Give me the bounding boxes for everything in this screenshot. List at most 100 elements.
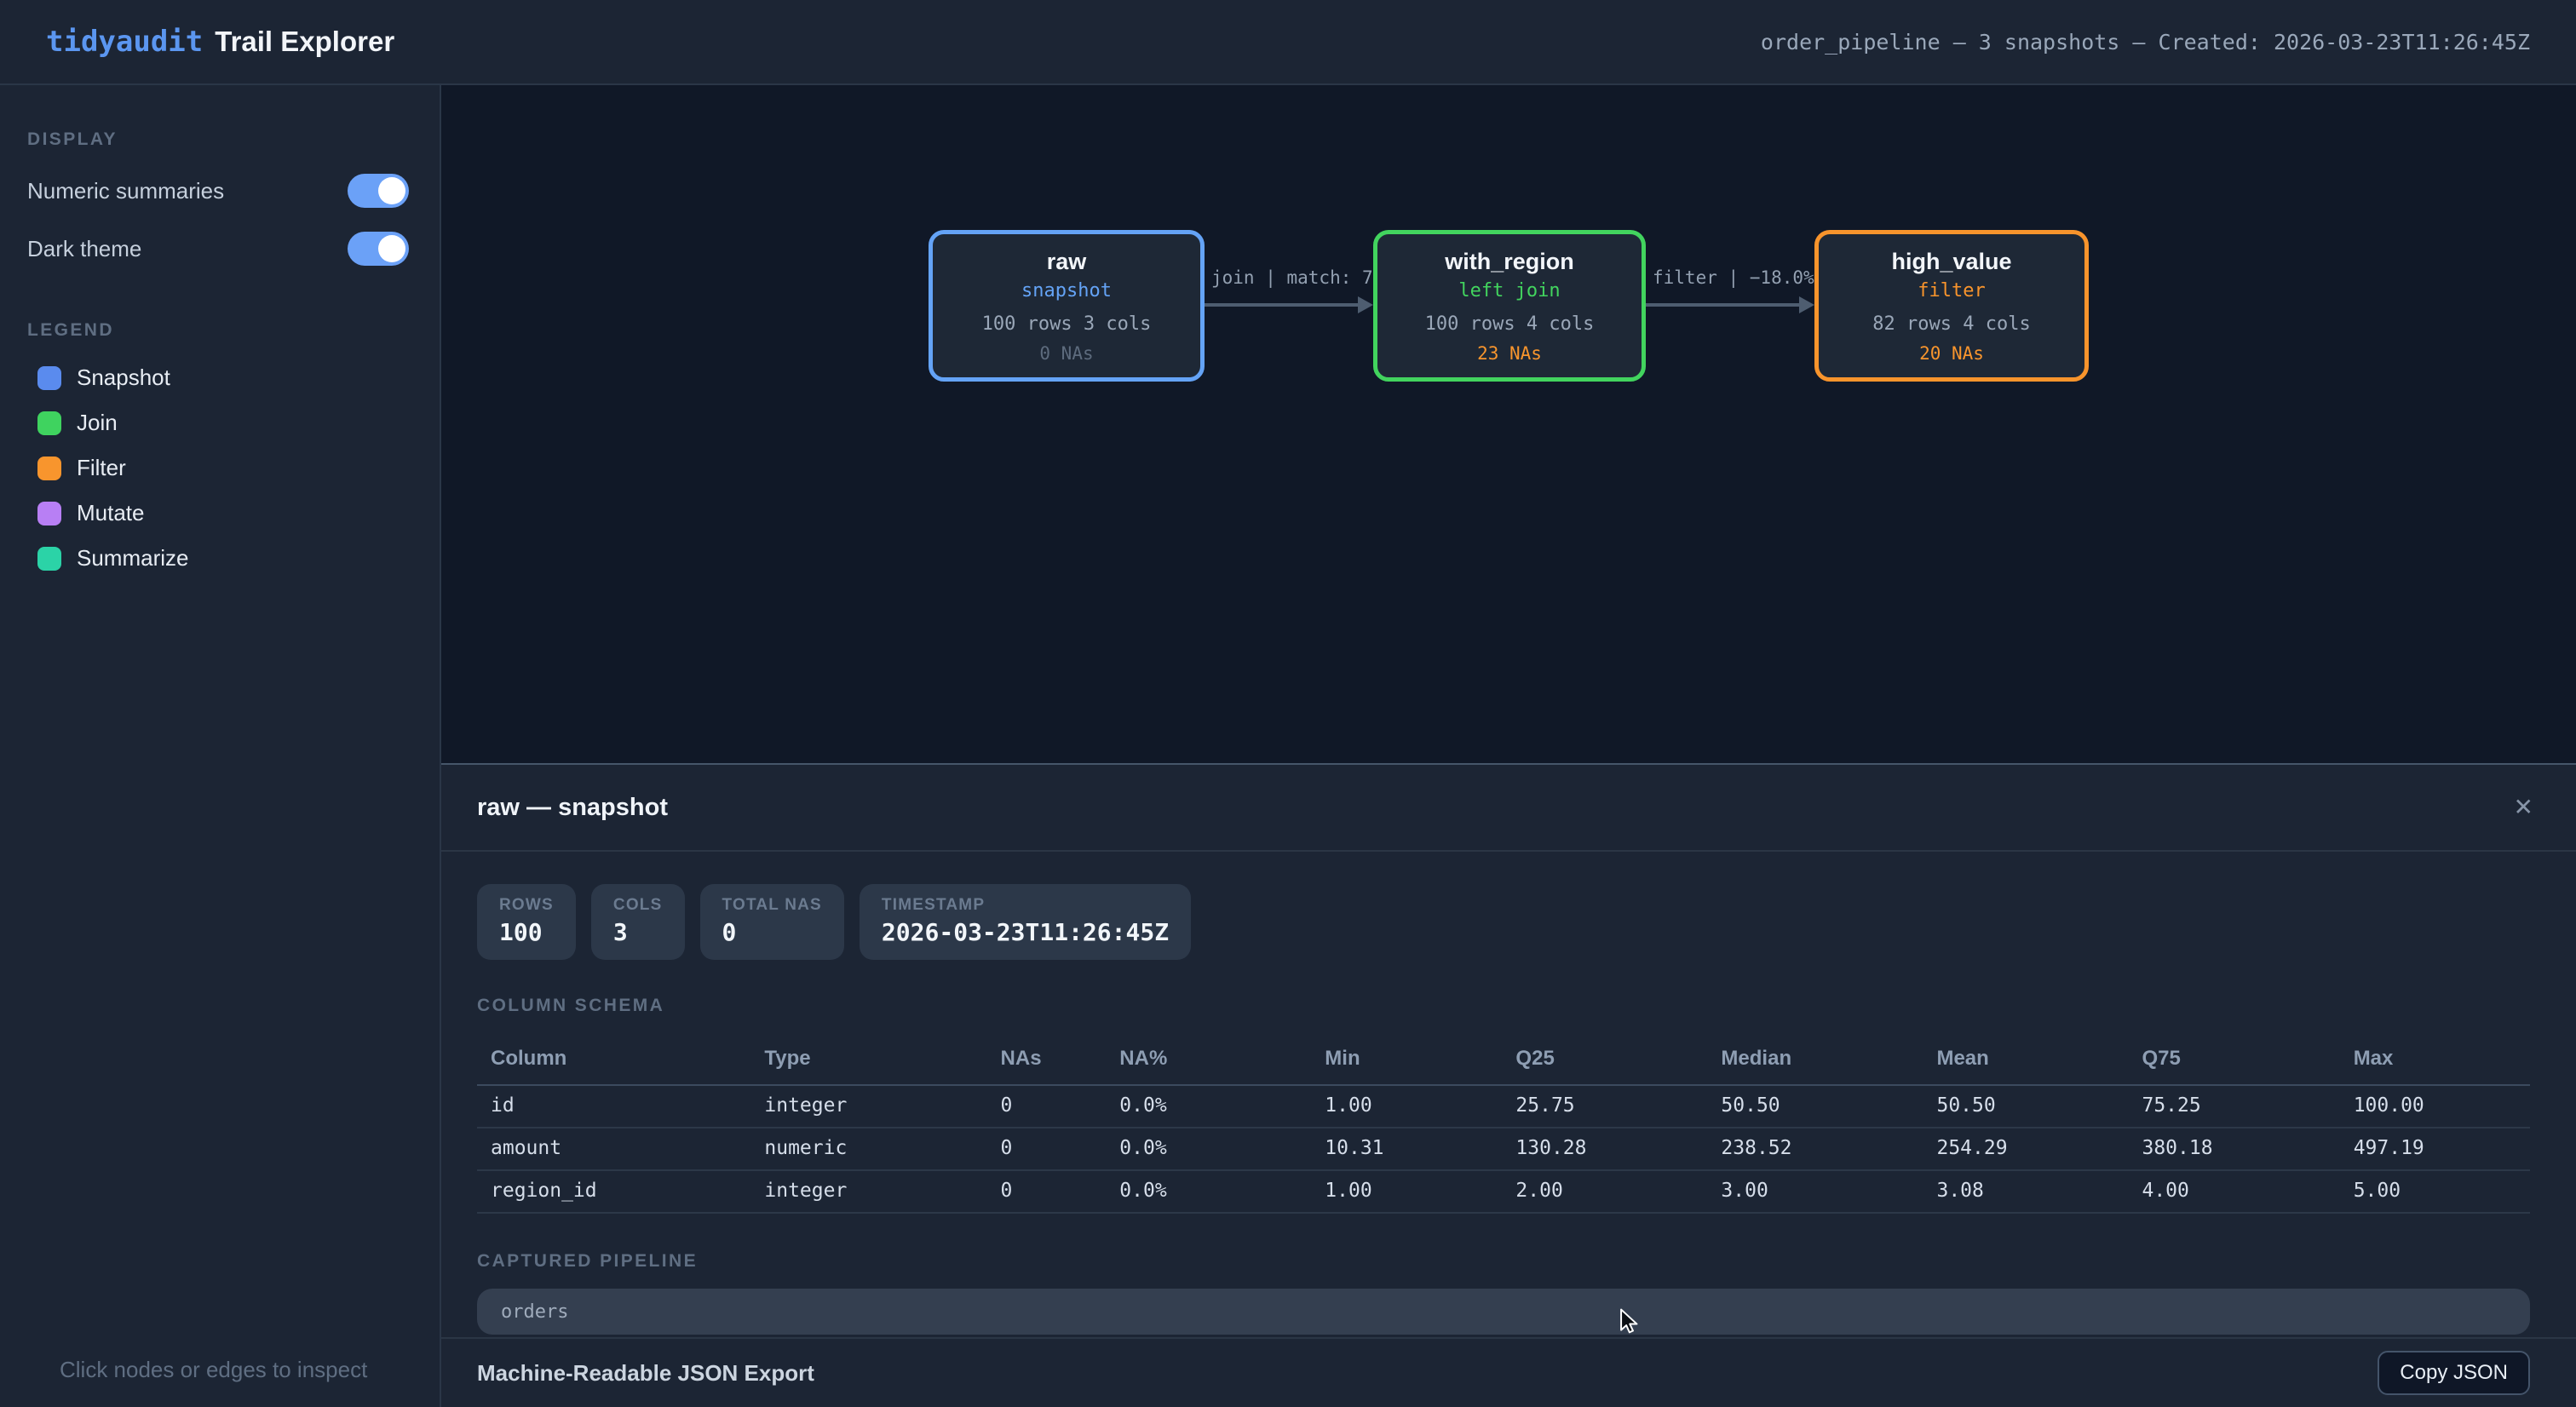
- node-na-count: 23 NAs: [1477, 342, 1542, 364]
- edge-join-line[interactable]: [1205, 303, 1358, 307]
- dark-theme-label: Dark theme: [27, 235, 142, 261]
- cell: 254.29: [1936, 1128, 2142, 1171]
- cell: 0: [1000, 1085, 1120, 1128]
- node-raw[interactable]: raw snapshot 100 rows 3 cols 0 NAs: [929, 230, 1205, 382]
- cell: 0.0%: [1119, 1085, 1325, 1128]
- node-na-count: 20 NAs: [1919, 342, 1984, 364]
- cell: 10.31: [1325, 1128, 1516, 1171]
- cell: id: [477, 1085, 765, 1128]
- cell: 5.00: [2353, 1170, 2530, 1214]
- legend-item-filter: Filter: [37, 455, 409, 481]
- display-section-title: DISPLAY: [27, 129, 118, 149]
- table-row: region_id integer 0 0.0% 1.00 2.00 3.00 …: [477, 1170, 2530, 1214]
- edge-label-filter[interactable]: filter | −18.0%: [1653, 267, 1814, 288]
- node-dims: 82 rows 4 cols: [1872, 313, 2031, 335]
- captured-pipeline-title: CAPTURED PIPELINE: [477, 1251, 698, 1271]
- col-header: Max: [2353, 1040, 2530, 1086]
- node-high-value[interactable]: high_value filter 82 rows 4 cols 20 NAs: [1814, 230, 2089, 382]
- cell: 0.0%: [1119, 1128, 1325, 1171]
- mutate-swatch-icon: [37, 501, 61, 525]
- cell: 50.50: [1936, 1085, 2142, 1128]
- col-header: Mean: [1936, 1040, 2142, 1086]
- numeric-summaries-toggle[interactable]: [348, 174, 409, 208]
- cell: 1.00: [1325, 1085, 1516, 1128]
- stat-chip-timestamp: TIMESTAMP 2026-03-23T11:26:45Z: [859, 884, 1192, 960]
- cell: amount: [477, 1128, 765, 1171]
- close-icon[interactable]: ✕: [2513, 794, 2533, 820]
- edge-label-join[interactable]: join | match: 7: [1211, 267, 1373, 288]
- cell: 0.0%: [1119, 1170, 1325, 1214]
- filter-swatch-icon: [37, 456, 61, 480]
- toggle-row-numeric-summaries: Numeric summaries: [27, 174, 409, 208]
- col-header: Column: [477, 1040, 765, 1086]
- edge-filter-line[interactable]: [1646, 303, 1799, 307]
- cell: 3.08: [1936, 1170, 2142, 1214]
- inspect-hint: Click nodes or edges to inspect: [60, 1357, 368, 1382]
- cell: 100.00: [2353, 1085, 2530, 1128]
- graph-canvas[interactable]: join | match: 7 filter | −18.0% raw snap…: [441, 85, 2576, 763]
- detail-panel-title: raw — snapshot: [477, 793, 668, 821]
- cell: integer: [764, 1085, 1001, 1128]
- chip-value: 2026-03-23T11:26:45Z: [881, 918, 1170, 946]
- cell: 4.00: [2142, 1170, 2354, 1214]
- cell: numeric: [764, 1128, 1001, 1171]
- chip-label: COLS: [612, 896, 663, 914]
- stat-chips: ROWS 100 COLS 3 TOTAL NAS 0 TIMESTAMP: [477, 884, 2530, 960]
- stat-chip-cols: COLS 3: [590, 884, 685, 960]
- cell: 497.19: [2353, 1128, 2530, 1171]
- app-title: Trail Explorer: [215, 26, 395, 57]
- cell: integer: [764, 1170, 1001, 1214]
- node-op-type: left join: [1458, 279, 1561, 302]
- cell: 25.75: [1515, 1085, 1722, 1128]
- copy-json-button[interactable]: Copy JSON: [2378, 1351, 2530, 1395]
- col-header: Q75: [2142, 1040, 2354, 1086]
- legend-item-join: Join: [37, 410, 409, 436]
- export-footer: Machine-Readable JSON Export Copy JSON: [441, 1337, 2576, 1407]
- app-header: tidyaudit Trail Explorer order_pipeline …: [0, 0, 2576, 85]
- toggle-row-dark-theme: Dark theme: [27, 232, 409, 266]
- col-header: NAs: [1000, 1040, 1120, 1086]
- chip-value: 0: [722, 918, 737, 946]
- legend-item-summarize: Summarize: [37, 545, 409, 571]
- cell: 0: [1000, 1128, 1120, 1171]
- cell: 130.28: [1515, 1128, 1722, 1171]
- node-title: raw: [1046, 248, 1087, 274]
- join-swatch-icon: [37, 411, 61, 435]
- legend-label: Mutate: [77, 500, 145, 525]
- node-with-region[interactable]: with_region left join 100 rows 4 cols 23…: [1373, 230, 1646, 382]
- sidebar: DISPLAY Numeric summaries Dark theme LEG…: [0, 85, 441, 1407]
- toggle-knob: [378, 177, 405, 204]
- edge-join-arrowhead-icon: [1358, 296, 1373, 313]
- cell: 0: [1000, 1170, 1120, 1214]
- col-header: NA%: [1119, 1040, 1325, 1086]
- export-label: Machine-Readable JSON Export: [477, 1359, 814, 1386]
- legend-label: Snapshot: [77, 365, 170, 390]
- chip-label: ROWS: [499, 896, 554, 914]
- chip-value: 100: [499, 918, 543, 946]
- dark-theme-toggle[interactable]: [348, 232, 409, 266]
- legend-label: Summarize: [77, 545, 189, 571]
- chip-value: 3: [612, 918, 628, 946]
- summarize-swatch-icon: [37, 546, 61, 571]
- cell: 2.00: [1515, 1170, 1722, 1214]
- pipeline-code: orders: [477, 1289, 2530, 1335]
- node-op-type: filter: [1918, 279, 1986, 302]
- edge-filter-arrowhead-icon: [1799, 296, 1814, 313]
- node-na-count: 0 NAs: [1039, 342, 1094, 364]
- node-title: with_region: [1445, 248, 1574, 274]
- stat-chip-rows: ROWS 100: [477, 884, 576, 960]
- col-header: Type: [764, 1040, 1001, 1086]
- cell: 1.00: [1325, 1170, 1516, 1214]
- node-op-type: snapshot: [1021, 279, 1112, 302]
- col-header: Min: [1325, 1040, 1516, 1086]
- chip-label: TIMESTAMP: [881, 896, 986, 914]
- table-row: amount numeric 0 0.0% 10.31 130.28 238.5…: [477, 1128, 2530, 1171]
- legend-section-title: LEGEND: [27, 320, 114, 340]
- col-header: Median: [1721, 1040, 1937, 1086]
- numeric-summaries-label: Numeric summaries: [27, 177, 225, 204]
- toggle-knob: [378, 235, 405, 262]
- table-header-row: Column Type NAs NA% Min Q25 Median Mean …: [477, 1040, 2530, 1086]
- table-row: id integer 0 0.0% 1.00 25.75 50.50 50.50…: [477, 1085, 2530, 1128]
- node-title: high_value: [1891, 248, 2012, 274]
- cell: 238.52: [1721, 1128, 1937, 1171]
